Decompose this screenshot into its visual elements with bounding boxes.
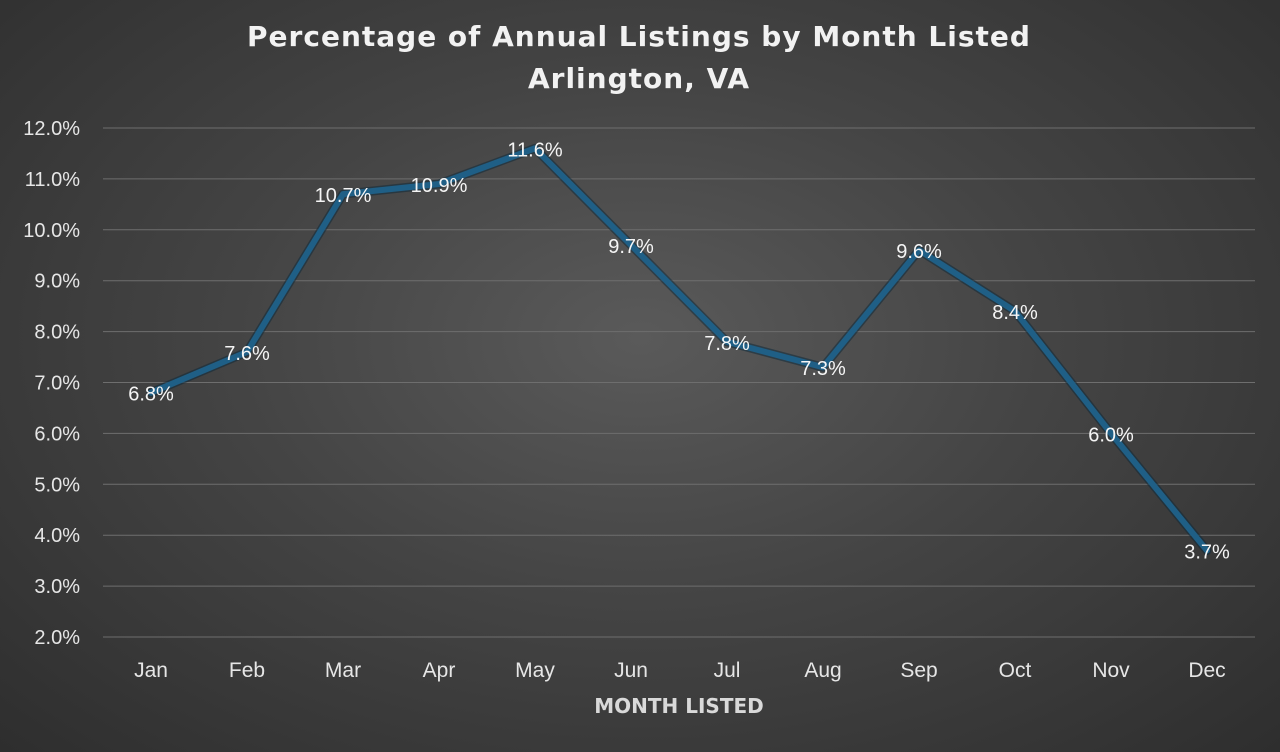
gridlines	[103, 127, 1255, 638]
data-label: 11.6%	[507, 139, 562, 161]
data-label: 7.8%	[704, 333, 750, 355]
chart-title: Percentage of Annual Listings by Month L…	[247, 20, 1031, 53]
y-tick-label: 9.0%	[34, 271, 80, 293]
x-axis-title: MONTH LISTED	[594, 694, 763, 718]
x-tick-label: Sep	[900, 659, 937, 682]
y-axis-ticks: 2.0% 3.0% 4.0% 5.0% 6.0% 7.0% 8.0% 9.0% 10.0% 11.…	[23, 118, 80, 649]
y-tick-label: 3.0%	[34, 576, 80, 598]
x-tick-label: Mar	[325, 659, 361, 682]
x-axis-ticks: Jan Feb Mar Apr May Jun Jul Aug Sep Oct Nov Dec	[134, 659, 1226, 682]
y-tick-label: 6.0%	[34, 423, 80, 445]
data-label: 7.6%	[224, 343, 270, 365]
y-tick-label: 11.0%	[25, 169, 80, 191]
x-tick-label: Apr	[423, 659, 456, 682]
series-line	[148, 145, 1210, 554]
x-tick-label: May	[515, 659, 555, 682]
series-line-group	[146, 143, 1212, 555]
y-tick-label: 8.0%	[34, 322, 80, 344]
data-label: 9.7%	[608, 236, 654, 258]
x-tick-label: Feb	[229, 659, 265, 682]
chart-subtitle: Arlington, VA	[528, 62, 750, 95]
y-tick-label: 7.0%	[34, 373, 80, 395]
data-label: 3.7%	[1184, 541, 1230, 563]
y-tick-label: 12.0%	[23, 118, 80, 140]
data-label: 6.0%	[1088, 424, 1134, 446]
y-tick-label: 4.0%	[34, 525, 80, 547]
x-tick-label: Jun	[614, 659, 648, 682]
x-tick-label: Dec	[1188, 659, 1225, 682]
x-tick-label: Jul	[714, 659, 741, 682]
data-label: 10.9%	[411, 175, 468, 197]
x-tick-label: Jan	[134, 659, 168, 682]
x-tick-label: Oct	[999, 659, 1032, 682]
y-tick-label: 2.0%	[34, 627, 80, 649]
data-label: 8.4%	[992, 302, 1038, 324]
y-tick-label: 10.0%	[23, 220, 80, 242]
data-label: 9.6%	[896, 241, 942, 263]
y-tick-label: 5.0%	[34, 474, 80, 496]
data-label: 10.7%	[315, 185, 372, 207]
data-label: 6.8%	[128, 384, 174, 406]
x-tick-label: Aug	[804, 659, 841, 682]
x-tick-label: Nov	[1092, 659, 1130, 682]
data-labels: 6.8% 7.6% 10.7% 10.9% 11.6% 9.7% 7.8% 7.3% 9.6% 8…	[128, 139, 1230, 563]
data-label: 7.3%	[800, 358, 846, 380]
